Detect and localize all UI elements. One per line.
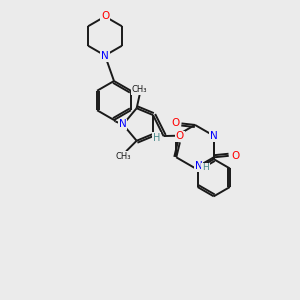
Text: H: H [202, 163, 209, 172]
Text: N: N [101, 51, 109, 61]
Text: O: O [231, 151, 239, 161]
Text: CH₃: CH₃ [116, 152, 131, 161]
Text: O: O [101, 11, 109, 21]
Text: N: N [118, 119, 126, 130]
Text: H: H [153, 133, 161, 142]
Text: CH₃: CH₃ [132, 85, 147, 94]
Text: N: N [195, 161, 203, 171]
Text: N: N [210, 131, 218, 141]
Text: O: O [171, 118, 180, 128]
Text: O: O [176, 131, 184, 141]
